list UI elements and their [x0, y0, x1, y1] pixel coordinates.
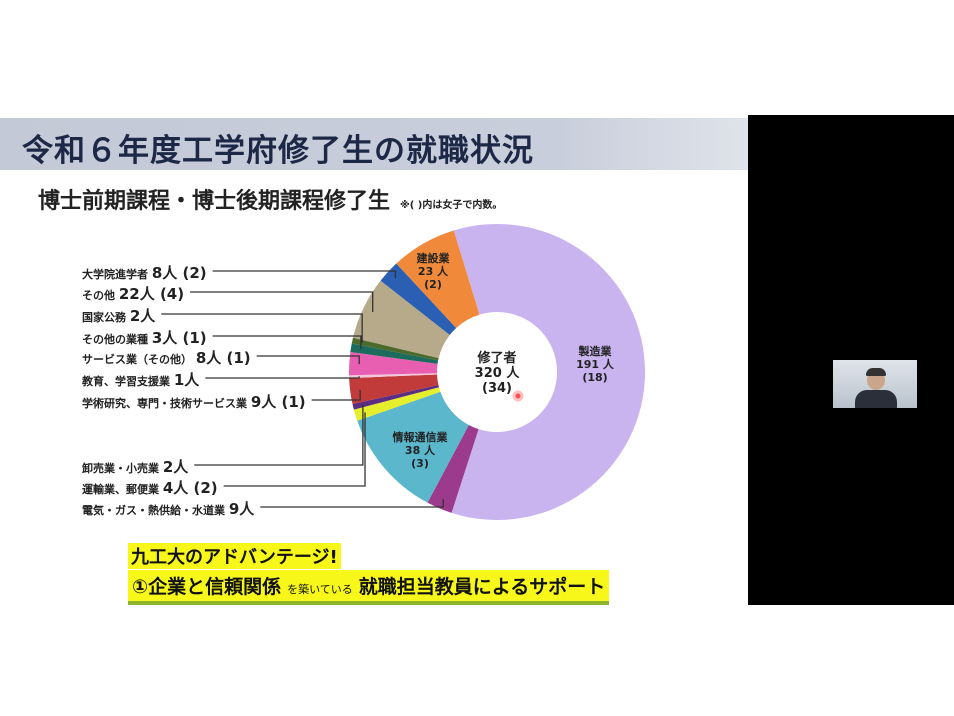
slice-label-12-2: (2): [424, 278, 442, 291]
advantage-text: ①企業と信頼関係 を築いている 就職担当教員によるサポート: [128, 570, 610, 605]
pie-slice-4: [352, 384, 439, 410]
leader-line-11: [212, 270, 397, 279]
leader-line-6: [205, 376, 360, 379]
pie-slice-6: [349, 373, 438, 379]
legend-count: 9人: [228, 500, 255, 518]
slice-label-2-0: 情報通信業: [393, 430, 449, 444]
legend-label-4: 卸売業・小売業 2人: [82, 456, 188, 477]
laser-pointer-dot: [512, 390, 524, 402]
pie-slice-12: [396, 230, 480, 329]
legend-category: 大学院進学者: [82, 268, 152, 281]
pie-slice-10: [353, 280, 450, 359]
pie-slice-9: [351, 337, 439, 361]
legend-count: 2人: [162, 458, 189, 476]
leader-line-5: [311, 389, 361, 401]
center-label-2: (34): [482, 381, 512, 396]
leader-line-7: [256, 355, 360, 365]
pie-slice-8: [350, 343, 439, 364]
legend-label-11: 大学院進学者 8人 (2): [82, 262, 207, 283]
center-label-1: 320 人: [475, 365, 521, 381]
legend-category: その他: [82, 289, 119, 302]
pie-slice-5: [349, 374, 439, 405]
leader-line-10: [190, 291, 374, 313]
female-note: ※( )内は女子で内数。: [400, 200, 503, 211]
legend-category: 学術研究、専門・技術サービス業: [82, 397, 251, 410]
leader-line-1: [260, 499, 444, 508]
legend-count: 8人 (1): [195, 349, 251, 367]
legend-label-9: 国家公務 2人: [82, 305, 155, 326]
pie-slice-3: [353, 387, 441, 421]
legend-category: 運輸業、郵便業: [82, 483, 163, 496]
slide-subtitle: 博士前期課程・博士後期課程修了生 ※( )内は女子で内数。: [38, 183, 502, 215]
person-hair: [866, 368, 886, 376]
pie-slice-0: [451, 224, 645, 520]
slice-label-12-1: 23 人: [418, 264, 449, 278]
legend-category: 電気・ガス・熱供給・水道業: [82, 504, 229, 517]
slice-label-0-1: 191 人: [576, 357, 615, 371]
pie-slice-11: [380, 263, 457, 335]
leader-line-8: [212, 335, 362, 350]
advantage-part1: ①企業と信頼関係: [132, 576, 282, 598]
slice-label-12-0: 建設業: [417, 251, 451, 265]
center-label-0: 修了者: [476, 350, 516, 366]
legend-label-6: 教育、学習支援業 1人: [82, 369, 199, 390]
legend-label-5: 学術研究、専門・技術サービス業 9人 (1): [82, 391, 306, 412]
legend-count: 9人 (1): [250, 393, 306, 411]
legend-category: サービス業（その他）: [82, 353, 196, 366]
webcam-thumbnail[interactable]: [833, 360, 917, 408]
title-band: 令和６年度工学府修了生の就職状況: [0, 118, 748, 170]
legend-category: 教育、学習支援業: [82, 375, 174, 388]
legend-label-7: サービス業（その他） 8人 (1): [82, 347, 251, 368]
slice-label-2-1: 38 人: [405, 443, 436, 457]
legend-count: 3人 (1): [151, 329, 207, 347]
legend-label-10: その他 22人 (4): [82, 283, 184, 304]
slide-title: 令和６年度工学府修了生の就職状況: [22, 133, 534, 169]
advantage-part3: 就職担当教員によるサポート: [358, 576, 606, 598]
legend-category: 国家公務: [82, 311, 130, 324]
legend-label-3: 運輸業、郵便業 4人 (2): [82, 477, 218, 498]
leader-line-4: [194, 404, 364, 466]
slice-label-0-2: (18): [582, 371, 607, 384]
slice-label-2-2: (3): [411, 457, 429, 470]
subtitle-text: 博士前期課程・博士後期課程修了生: [38, 189, 391, 214]
pie-slice-2: [357, 391, 469, 503]
leader-line-3: [223, 412, 366, 487]
pie-slice-7: [349, 352, 438, 376]
advantage-heading: 九工大のアドバンテージ!: [128, 543, 341, 569]
legend-count: 8人 (2): [151, 264, 207, 282]
legend-count: 1人: [173, 371, 200, 389]
legend-category: その他の業種: [82, 333, 152, 346]
slice-label-0-0: 製造業: [578, 344, 613, 358]
pie-slice-1: [427, 424, 479, 513]
legend-category: 卸売業・小売業: [82, 462, 163, 475]
person-body: [855, 390, 897, 408]
leader-line-9: [161, 313, 363, 343]
legend-label-8: その他の業種 3人 (1): [82, 327, 207, 348]
advantage-part2: を築いている: [287, 583, 353, 596]
legend-label-1: 電気・ガス・熱供給・水道業 9人: [82, 498, 254, 519]
legend-count: 22人 (4): [118, 285, 185, 303]
legend-count: 2人: [129, 307, 156, 325]
legend-count: 4人 (2): [162, 479, 218, 497]
